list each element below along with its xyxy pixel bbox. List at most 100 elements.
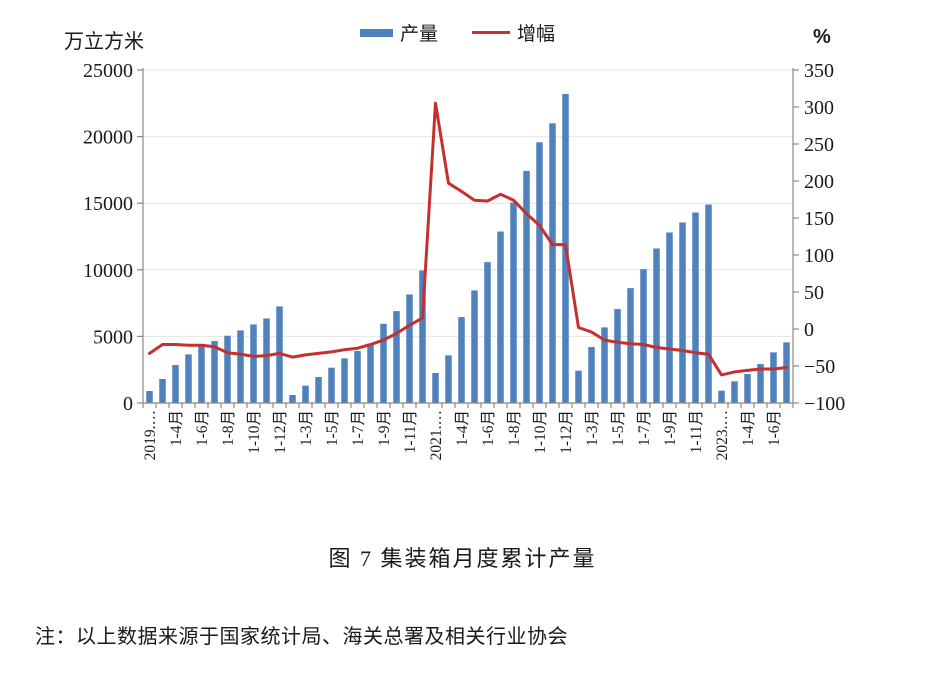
svg-text:0: 0 xyxy=(804,319,814,341)
bar xyxy=(146,391,153,403)
bar xyxy=(523,170,530,403)
x-tick-label: 1-6月 xyxy=(766,410,783,446)
x-tick-label: 1-9月 xyxy=(662,410,679,446)
x-tick-label: 1-5月 xyxy=(324,410,341,446)
x-tick-label: 1-4月 xyxy=(454,410,471,446)
bar xyxy=(237,330,244,403)
x-tick-label: 2019.… xyxy=(142,410,159,460)
bar xyxy=(705,204,712,403)
bar xyxy=(601,327,608,403)
x-tick-label: 1-7月 xyxy=(350,410,367,446)
svg-text:20000: 20000 xyxy=(83,127,133,149)
svg-text:250: 250 xyxy=(804,134,834,156)
x-tick-label: 1-12月 xyxy=(558,410,575,454)
bar xyxy=(640,269,647,403)
svg-text:50: 50 xyxy=(804,282,824,304)
axes xyxy=(137,68,799,408)
x-tick-label: 1-6月 xyxy=(480,410,497,446)
bar-swatch-icon xyxy=(360,28,393,37)
x-tick-label: 1-3月 xyxy=(298,410,315,446)
right-axis-labels: −100 −50 0 50 100 150 200 250 300 350 xyxy=(804,60,845,415)
growth-line xyxy=(148,101,788,377)
x-tick-label: 1-11月 xyxy=(688,410,705,453)
bar xyxy=(614,309,621,403)
bar xyxy=(341,358,348,403)
bar xyxy=(497,231,504,403)
x-tick-label: 1-8月 xyxy=(506,410,523,446)
svg-text:−100: −100 xyxy=(804,393,845,415)
svg-text:10000: 10000 xyxy=(83,260,133,282)
legend-item-production: 产量 xyxy=(360,19,438,46)
svg-text:100: 100 xyxy=(804,245,834,267)
chart-legend: 产量 增幅 xyxy=(360,19,555,46)
legend-label-production: 产量 xyxy=(400,24,439,45)
bar xyxy=(432,373,439,403)
bar xyxy=(575,370,582,403)
bar xyxy=(484,262,491,403)
legend-item-growth: 增幅 xyxy=(472,19,555,46)
bar xyxy=(263,318,270,403)
x-tick-label: 1-9月 xyxy=(376,410,393,446)
bar xyxy=(744,374,751,403)
bar xyxy=(445,355,452,403)
x-tick-label: 1-4月 xyxy=(168,410,185,446)
bar xyxy=(367,343,374,403)
bar xyxy=(757,364,764,403)
x-tick-label: 2023.… xyxy=(714,410,731,460)
svg-text:−50: −50 xyxy=(804,356,835,378)
bar xyxy=(458,317,465,403)
bar xyxy=(393,311,400,403)
bar xyxy=(666,232,673,403)
production-bars xyxy=(146,93,790,403)
left-axis-unit-label: 万立方米 xyxy=(64,31,144,53)
svg-text:200: 200 xyxy=(804,171,834,193)
line-swatch-icon xyxy=(472,31,511,34)
x-tick-label: 1-12月 xyxy=(272,410,289,454)
combo-chart: 0 5000 10000 15000 20000 25000 −100 −50 0 50 100 15… xyxy=(83,60,845,460)
bar xyxy=(315,377,322,403)
bar xyxy=(380,323,387,403)
svg-text:150: 150 xyxy=(804,208,834,230)
x-tick-label: 1-6月 xyxy=(194,410,211,446)
legend-label-growth: 增幅 xyxy=(517,24,556,45)
bar xyxy=(406,294,413,403)
bar xyxy=(679,222,686,403)
bar xyxy=(783,342,790,403)
x-tick-label: 1-3月 xyxy=(584,410,601,446)
x-tick-label: 1-5月 xyxy=(610,410,627,446)
bar xyxy=(510,202,517,403)
bar xyxy=(471,290,478,403)
svg-text:15000: 15000 xyxy=(83,193,133,215)
bar xyxy=(770,352,777,403)
x-tick-label: 1-4月 xyxy=(740,410,757,446)
svg-text:0: 0 xyxy=(123,393,133,415)
x-axis-labels: 2019.… 1-4月 1-6月 1-8月 1-10月 1-12月 1-3月 1-5月 1-7月… xyxy=(142,410,783,460)
x-tick-label: 2021.… xyxy=(428,410,445,460)
bar xyxy=(198,344,205,403)
bar xyxy=(185,354,192,403)
svg-text:25000: 25000 xyxy=(83,60,133,82)
bar xyxy=(224,335,231,403)
bar xyxy=(718,390,725,403)
bar xyxy=(653,248,660,403)
bar xyxy=(211,341,218,403)
bar xyxy=(250,324,257,403)
figure-caption: 图 7 集装箱月度累计产量 xyxy=(328,546,597,571)
bar xyxy=(419,270,426,403)
right-axis-unit-label: % xyxy=(813,26,831,48)
bar xyxy=(731,381,738,403)
bar xyxy=(172,365,179,403)
x-tick-label: 1-7月 xyxy=(636,410,653,446)
bar xyxy=(302,385,309,403)
bar xyxy=(549,123,556,403)
bar xyxy=(692,212,699,403)
bar xyxy=(328,367,335,403)
x-tick-label: 1-11月 xyxy=(402,410,419,453)
bar xyxy=(627,288,634,403)
bar xyxy=(588,347,595,403)
svg-text:5000: 5000 xyxy=(93,326,133,348)
bar xyxy=(354,351,361,403)
bar xyxy=(536,142,543,403)
svg-text:300: 300 xyxy=(804,97,834,119)
